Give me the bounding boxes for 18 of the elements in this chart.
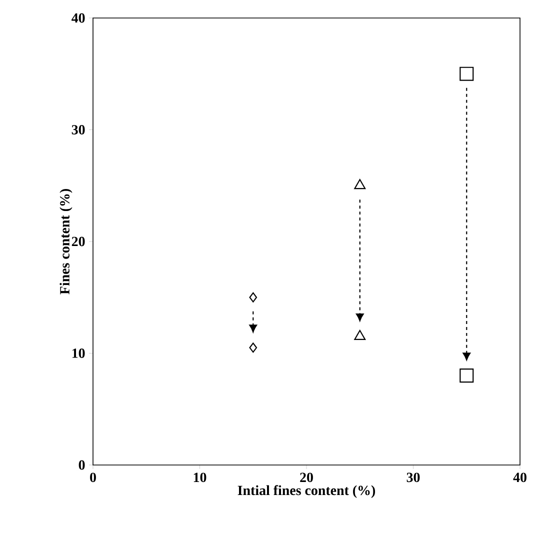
x-axis-title: Intial fines content (%) bbox=[238, 485, 376, 498]
x-tick-label: 40 bbox=[513, 472, 526, 482]
point bbox=[354, 179, 366, 190]
x-tick-label: 0 bbox=[90, 472, 96, 482]
x-tick-label: 30 bbox=[406, 472, 420, 482]
y-axis-title: Fines content (%) bbox=[60, 189, 72, 294]
point bbox=[249, 342, 258, 353]
point bbox=[460, 368, 474, 383]
y-tick-label: 40 bbox=[72, 13, 85, 23]
y-tick-label: 0 bbox=[78, 460, 85, 470]
y-tick-label: 10 bbox=[72, 348, 85, 358]
x-tick-label: 20 bbox=[300, 472, 313, 482]
y-tick-label: 20 bbox=[72, 236, 85, 246]
x-tick-label: 10 bbox=[194, 472, 206, 482]
point bbox=[460, 66, 474, 81]
point bbox=[354, 330, 366, 340]
y-tick-label: 30 bbox=[72, 125, 85, 134]
point bbox=[249, 292, 258, 302]
